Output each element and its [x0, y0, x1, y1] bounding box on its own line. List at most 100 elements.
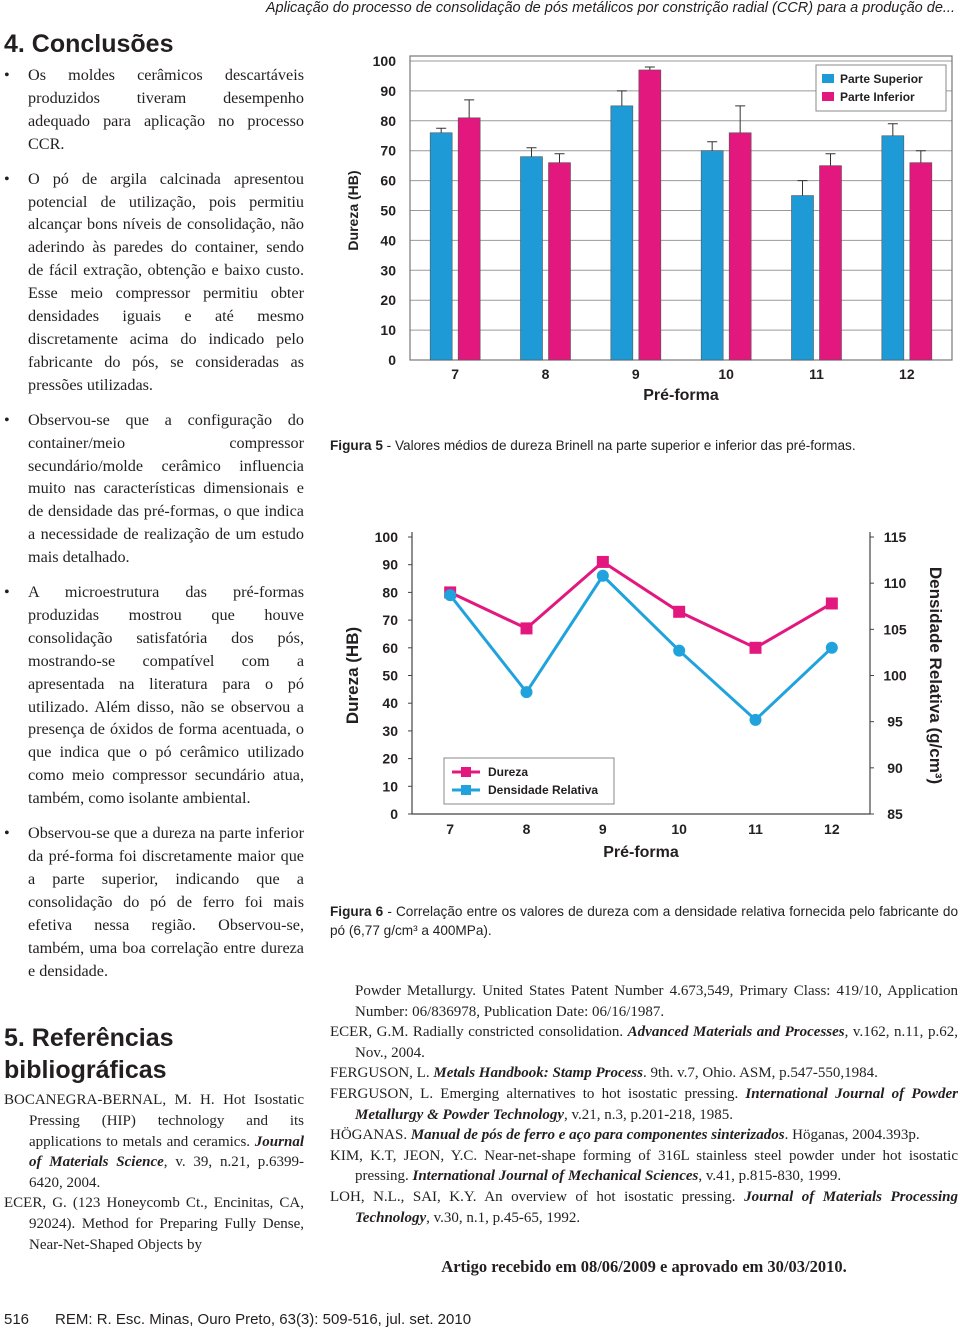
figure-caption: Figura 6 - Correlação entre os valores d…: [330, 902, 958, 940]
y2-tick-label: 100: [883, 668, 907, 684]
bar: [881, 135, 905, 361]
x-axis-label: Pré-forma: [603, 844, 679, 861]
x-tick-label: 7: [451, 366, 459, 382]
bar: [548, 162, 571, 361]
error-bar: [707, 141, 718, 151]
reference: LOH, N.L., SAI, K.Y. An overview of hot …: [330, 1187, 958, 1228]
reference: BOCANEGRA-BERNAL, M. H. Hot Isostatic Pr…: [4, 1090, 304, 1193]
legend-box: [815, 64, 947, 112]
reference-text: FERGUSON, L.: [330, 1065, 434, 1082]
caption-text: - Valores médios de dureza Brinell na pa…: [382, 438, 856, 453]
data-line: [449, 560, 833, 650]
y-tick-label: 80: [382, 584, 398, 600]
y2-tick-label: 90: [887, 760, 903, 776]
section-title: 4. Conclusões: [4, 30, 174, 58]
reference-text: Powder Metallurgy. United States Patent …: [355, 983, 958, 1020]
x-tick-label: 11: [809, 366, 824, 382]
x-tick-label: 10: [671, 821, 687, 837]
legend-marker: [461, 767, 471, 777]
data-point: [520, 622, 533, 635]
reference-text: , v.162, n.11, p.62, Nov., 2004.: [355, 1024, 958, 1061]
error-bar: [887, 123, 898, 136]
reference-source: Advanced Materials and Processes: [627, 1024, 845, 1041]
reference: FERGUSON, L. Metals Handbook: Stamp Proc…: [330, 1063, 958, 1084]
y-tick-label: 100: [375, 529, 399, 545]
bar: [728, 132, 752, 361]
reference-source: International Journal of Powder Metallur…: [355, 1085, 958, 1123]
bar: [638, 69, 662, 361]
figure-6-chart: 0 10 20 30 40 50 60 70 80 90 100 85 90 95 100 105 110 115…: [343, 529, 945, 861]
data-point: [673, 644, 686, 657]
y-tick-label: 40: [380, 232, 396, 248]
y-tick-label: 20: [382, 751, 398, 767]
plot-frame: [409, 55, 953, 361]
y2-tick-label: 85: [887, 806, 903, 822]
x-tick-label: 10: [718, 366, 734, 382]
y-tick-label: 30: [380, 262, 396, 278]
y2-tick-label: 105: [883, 621, 907, 637]
y-tick-label: 50: [382, 668, 398, 684]
reference-list: Powder Metallurgy. United States Patent …: [330, 981, 958, 1228]
bar: [909, 162, 933, 361]
y2-axis-label: Densidade Relativa (g/cm³): [926, 567, 945, 784]
x-tick-label: 9: [599, 821, 607, 837]
footer: 516 REM: R. Esc. Minas, Ouro Preto, 63(3)…: [4, 1311, 471, 1328]
data-point: [825, 597, 838, 610]
reference: HÖGANAS. Manual de pós de ferro e aço pa…: [330, 1125, 958, 1146]
page-number: 516: [4, 1311, 30, 1328]
y-tick-label: 0: [388, 352, 396, 368]
reference-source: Journal of Materials Processing Technolo…: [355, 1188, 959, 1226]
legend-swatch: [822, 92, 834, 101]
y-tick-label: 70: [382, 612, 398, 628]
error-bar: [464, 99, 475, 118]
x-tick-label: 9: [632, 366, 640, 382]
y-tick-label: 80: [380, 113, 396, 129]
running-header: Aplicação do processo de consolidação de…: [265, 0, 955, 16]
y-tick-label: 30: [382, 723, 398, 739]
x-tick-label: 12: [899, 366, 915, 382]
y-tick-label: 0: [390, 806, 398, 822]
legend-box: [443, 757, 615, 805]
error-bar: [735, 105, 746, 133]
bullet-item: A microestrutura das pré-formas produzid…: [4, 581, 304, 810]
y-tick-label: 90: [382, 557, 398, 573]
bar: [457, 117, 481, 361]
axes: [411, 532, 871, 815]
x-tick-label: 8: [523, 821, 531, 837]
reference: KIM, K.T, JEON, Y.C. Near-net-shape form…: [330, 1146, 958, 1187]
reference-text: LOH, N.L., SAI, K.Y. An overview of hot …: [330, 1188, 745, 1205]
data-point: [749, 713, 762, 726]
bar: [520, 156, 543, 361]
journal-citation: REM: R. Esc. Minas, Ouro Preto, 63(3): 5…: [55, 1311, 472, 1328]
y-tick-label: 100: [373, 53, 397, 69]
reference-source: Metals Handbook: Stamp Process: [433, 1065, 643, 1082]
y-tick-label: 40: [382, 695, 398, 711]
error-bar: [644, 66, 655, 70]
reference-text: , v.21, n.3, p.201-218, 1985.: [564, 1106, 734, 1123]
reference-text: . 9th. v.7, Ohio. ASM, p.547-550,1984.: [642, 1065, 878, 1082]
reference-source: International Journal of Mechanical Scie…: [412, 1168, 699, 1185]
y-tick-label: 60: [380, 173, 396, 189]
data-point: [596, 555, 609, 568]
bar: [429, 132, 453, 361]
reference: FERGUSON, L. Emerging alternatives to ho…: [330, 1084, 958, 1125]
error-bar: [616, 90, 627, 106]
x-tick-label: 7: [446, 821, 454, 837]
x-tick-label: 11: [748, 821, 763, 837]
data-point: [673, 605, 686, 618]
data-point: [520, 686, 533, 699]
y-tick-label: 10: [382, 778, 398, 794]
reference-text: KIM, K.T, JEON, Y.C. Near-net-shape form…: [330, 1147, 958, 1185]
caption-label: Figura 5: [330, 438, 383, 453]
section-title: 5. Referências bibliográficas: [4, 1024, 174, 1085]
caption-text: - Correlação entre os valores de dureza …: [330, 904, 958, 938]
y-axis-label: Dureza (HB): [345, 170, 361, 250]
data-line: [448, 573, 833, 722]
error-bar: [797, 180, 808, 196]
y-tick-label: 10: [380, 322, 396, 338]
x-tick-label: 8: [542, 366, 550, 382]
y-tick-label: 70: [380, 143, 396, 159]
bullet-item: Observou-se que a configuração do contai…: [4, 409, 304, 569]
bar: [791, 195, 814, 361]
error-bar: [436, 127, 447, 133]
